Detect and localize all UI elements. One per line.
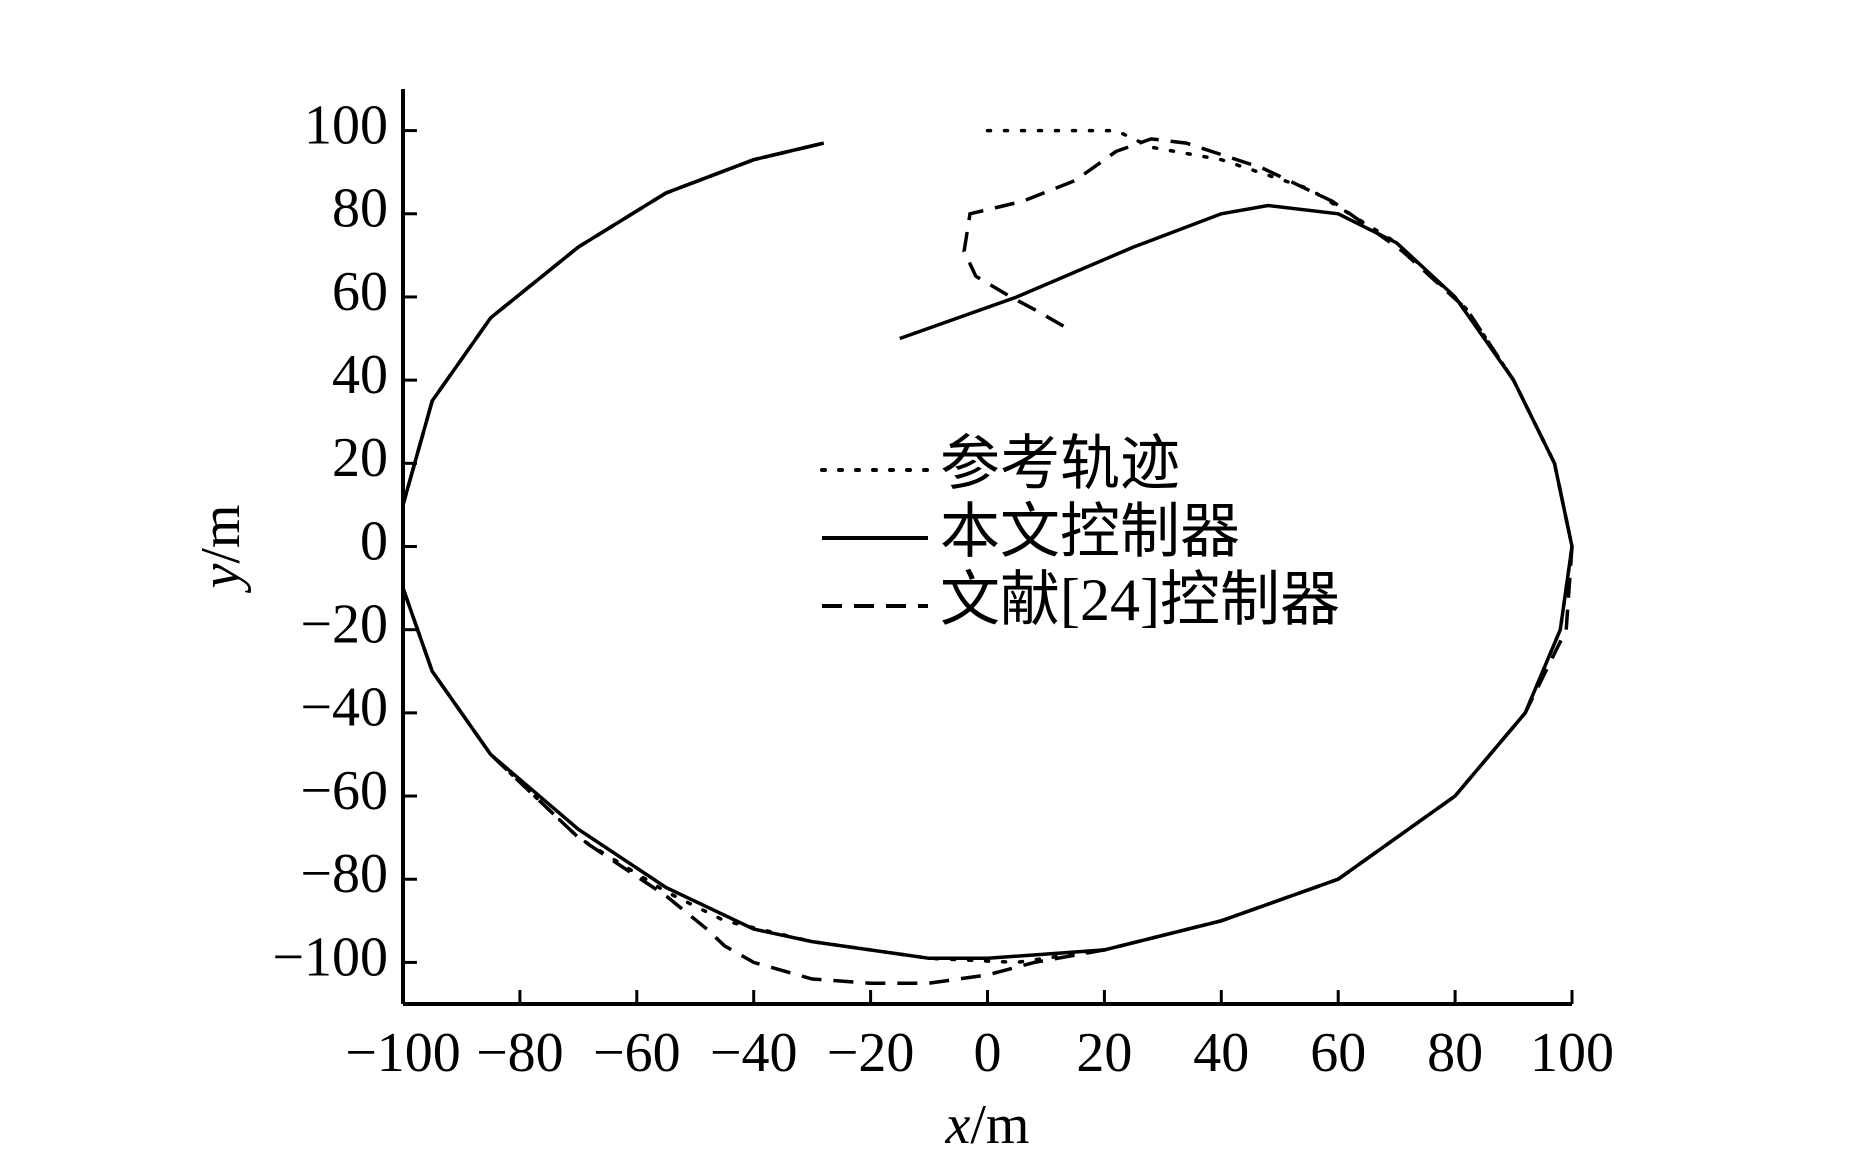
y-tick-label: −60 xyxy=(300,760,388,822)
x-tick-label: 80 xyxy=(1427,1022,1483,1084)
y-tick-label: −40 xyxy=(300,677,388,739)
x-axis-label: x/m xyxy=(945,1094,1030,1156)
y-tick-label: 0 xyxy=(360,510,388,572)
x-tick-label: 20 xyxy=(1076,1022,1132,1084)
legend-label: 文献[24]控制器 xyxy=(940,567,1340,633)
y-tick-label: 40 xyxy=(332,344,388,406)
y-tick-label: 20 xyxy=(332,427,388,489)
x-tick-label: 0 xyxy=(974,1022,1002,1084)
y-tick-label: 100 xyxy=(304,94,388,156)
y-tick-label: 80 xyxy=(332,178,388,240)
x-tick-label: −60 xyxy=(593,1022,681,1084)
x-tick-label: −100 xyxy=(345,1022,461,1084)
y-tick-label: 60 xyxy=(332,261,388,323)
x-tick-label: 40 xyxy=(1193,1022,1249,1084)
series-line xyxy=(401,137,1574,985)
y-axis-label: y/m xyxy=(190,505,252,594)
y-tick-label: −80 xyxy=(300,843,388,905)
legend-label: 本文控制器 xyxy=(940,499,1240,565)
y-tick-label: −20 xyxy=(300,594,388,656)
x-tick-label: −20 xyxy=(827,1022,915,1084)
legend-label: 参考轨迹 xyxy=(940,431,1180,497)
x-tick-label: −80 xyxy=(476,1022,564,1084)
y-tick-label: −100 xyxy=(272,926,388,988)
x-tick-label: 60 xyxy=(1310,1022,1366,1084)
x-tick-label: 100 xyxy=(1530,1022,1614,1084)
x-tick-label: −40 xyxy=(710,1022,798,1084)
